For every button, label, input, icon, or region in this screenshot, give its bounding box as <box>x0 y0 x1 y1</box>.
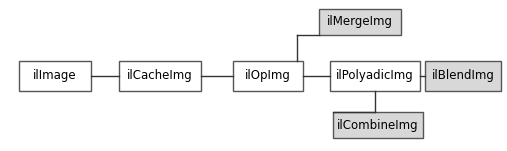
Text: ilPolyadicImg: ilPolyadicImg <box>336 69 414 82</box>
Text: ilOpImg: ilOpImg <box>245 69 291 82</box>
FancyBboxPatch shape <box>319 9 401 35</box>
FancyBboxPatch shape <box>233 61 303 91</box>
FancyBboxPatch shape <box>19 61 91 91</box>
Text: ilBlendImg: ilBlendImg <box>431 69 494 82</box>
Text: ilImage: ilImage <box>33 69 77 82</box>
FancyBboxPatch shape <box>330 61 420 91</box>
FancyBboxPatch shape <box>425 61 501 91</box>
FancyBboxPatch shape <box>119 61 201 91</box>
Text: ilCombineImg: ilCombineImg <box>337 119 419 132</box>
Text: ilCacheImg: ilCacheImg <box>127 69 193 82</box>
FancyBboxPatch shape <box>333 112 423 138</box>
Text: ilMergeImg: ilMergeImg <box>327 16 393 29</box>
